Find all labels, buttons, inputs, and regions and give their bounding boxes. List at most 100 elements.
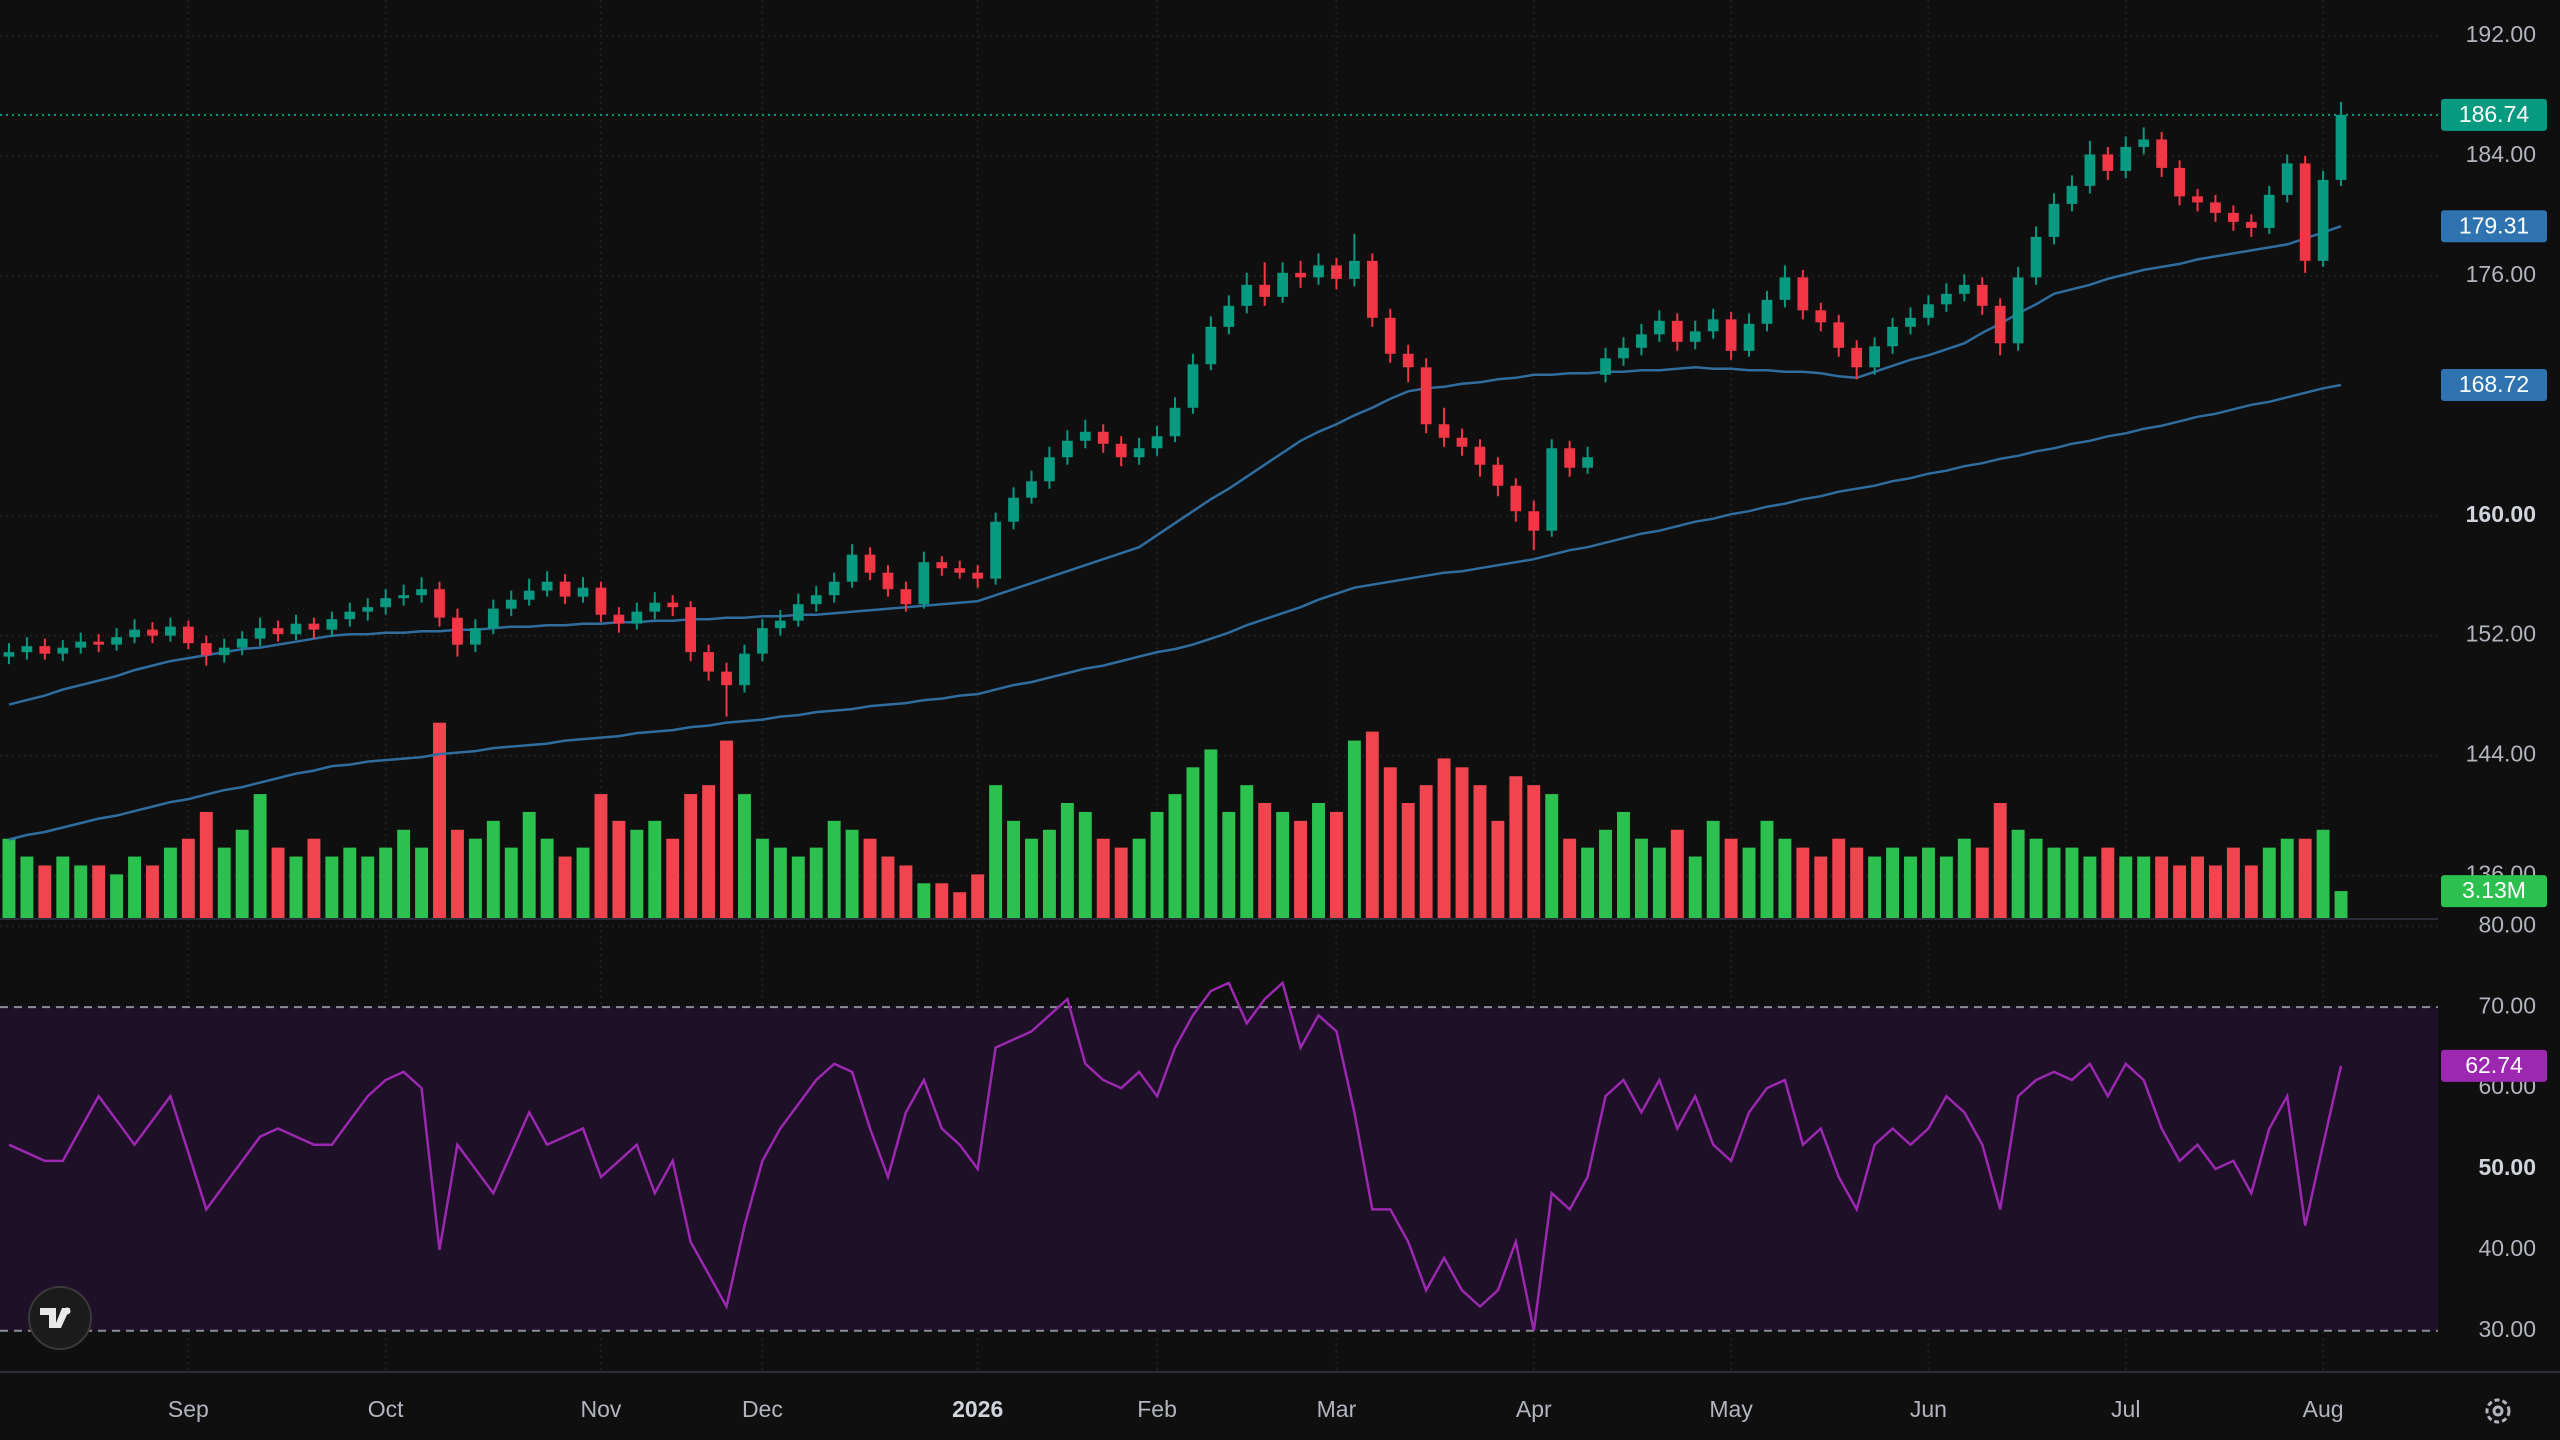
candle-body	[559, 581, 571, 597]
volume-bar	[1796, 847, 1810, 919]
volume-bar	[1347, 740, 1361, 919]
volume-bar	[2155, 856, 2169, 919]
volume-bar	[1652, 847, 1666, 919]
candle-body	[1402, 353, 1414, 368]
volume-bar	[630, 829, 644, 919]
x-tick-label: Feb	[1137, 1396, 1177, 1422]
candle-body	[1169, 407, 1181, 437]
candle-body	[452, 617, 463, 645]
volume-label: 3.13M	[2462, 877, 2526, 903]
candle-body	[1133, 448, 1145, 458]
candle-body	[649, 602, 661, 612]
candle-body	[2048, 203, 2060, 237]
x-tick-label: May	[1709, 1396, 1753, 1422]
candle-body	[1833, 322, 1845, 348]
candle-body	[613, 614, 625, 624]
candle-body	[1456, 437, 1468, 447]
candle-body	[936, 562, 948, 569]
volume-bar	[773, 847, 787, 919]
y-tick-label: 176.00	[2466, 261, 2536, 287]
volume-bar	[110, 874, 124, 919]
candle-body	[1923, 304, 1934, 318]
candle-body	[721, 671, 732, 686]
volume-bar	[433, 722, 446, 919]
candle-body	[1761, 299, 1773, 324]
candle-body	[541, 581, 553, 591]
logo-mark[interactable]	[40, 1308, 70, 1328]
settings-button[interactable]	[2485, 1398, 2511, 1424]
candle-body	[57, 647, 69, 654]
candle-body	[846, 554, 858, 582]
y-tick-label: 80.00	[2478, 911, 2536, 937]
volume-bar	[1204, 749, 1218, 919]
candle-body	[2066, 185, 2078, 204]
volume-bar	[163, 847, 177, 919]
y-tick-label: 192.00	[2466, 21, 2536, 47]
rsi-band	[0, 1006, 2438, 1332]
candle-body	[990, 521, 1001, 579]
volume-bar	[2173, 865, 2187, 919]
x-tick-label: Jun	[1910, 1396, 1947, 1422]
candle-body	[1905, 317, 1916, 327]
volume-bar	[253, 794, 267, 919]
logo-dot[interactable]	[63, 1307, 71, 1315]
volume-bar	[2298, 838, 2312, 919]
volume-bar	[1904, 856, 1917, 919]
volume-bar	[235, 829, 249, 919]
candle-body	[1958, 284, 1970, 294]
candle-body	[1313, 265, 1324, 278]
volume-bar	[1563, 838, 1577, 919]
volume-bar	[899, 865, 913, 919]
volume-bar	[684, 794, 698, 919]
y-tick-label: 70.00	[2478, 992, 2536, 1018]
volume-bar	[1545, 794, 1559, 919]
candle-body	[1097, 431, 1109, 444]
y-tick-label: 144.00	[2466, 741, 2536, 767]
settings-hub[interactable]	[2492, 1405, 2504, 1417]
candle-body	[1671, 320, 1683, 342]
volume-bar	[1509, 776, 1523, 919]
volume-bar	[1491, 820, 1505, 919]
volume-bar	[1078, 811, 1092, 919]
volume	[2, 722, 2348, 919]
volume-bar	[2262, 847, 2276, 919]
volume-bar	[1742, 847, 1756, 919]
volume-bar	[827, 820, 841, 919]
settings-gear[interactable]	[2485, 1398, 2511, 1424]
volume-bar	[1814, 856, 1828, 919]
candle-body	[1869, 346, 1880, 368]
volume-bar	[199, 811, 213, 919]
candle-body	[1636, 334, 1647, 348]
volume-bar	[2101, 847, 2115, 919]
volume-bar	[648, 820, 662, 919]
candle-body	[918, 562, 930, 605]
moving-average-label: 179.31	[2459, 212, 2529, 238]
candle-body	[1151, 436, 1163, 449]
volume-bar	[2226, 847, 2240, 919]
candle-body	[93, 641, 105, 645]
candle-body	[416, 589, 427, 596]
candle-body	[505, 599, 517, 609]
candle-body	[2317, 179, 2329, 261]
volume-bar	[845, 829, 859, 919]
candle-body	[810, 595, 822, 605]
volume-bar	[92, 865, 106, 919]
volume-bar	[379, 847, 393, 919]
logo[interactable]	[28, 1286, 92, 1350]
volume-bar	[522, 811, 536, 919]
moving-average-label: 168.72	[2459, 371, 2529, 397]
candle-body	[1707, 319, 1719, 332]
volume-bar	[146, 865, 159, 919]
rsi-band-fill	[0, 1007, 2438, 1331]
candle-body	[200, 643, 212, 656]
volume-bar	[307, 838, 321, 919]
volume-bar	[666, 838, 680, 919]
candle-body	[864, 554, 876, 573]
candle-body	[2228, 212, 2239, 222]
volume-bar	[2, 838, 16, 919]
volume-bar	[2316, 829, 2330, 919]
volume-bar	[2083, 856, 2097, 919]
volume-bar	[594, 794, 608, 919]
